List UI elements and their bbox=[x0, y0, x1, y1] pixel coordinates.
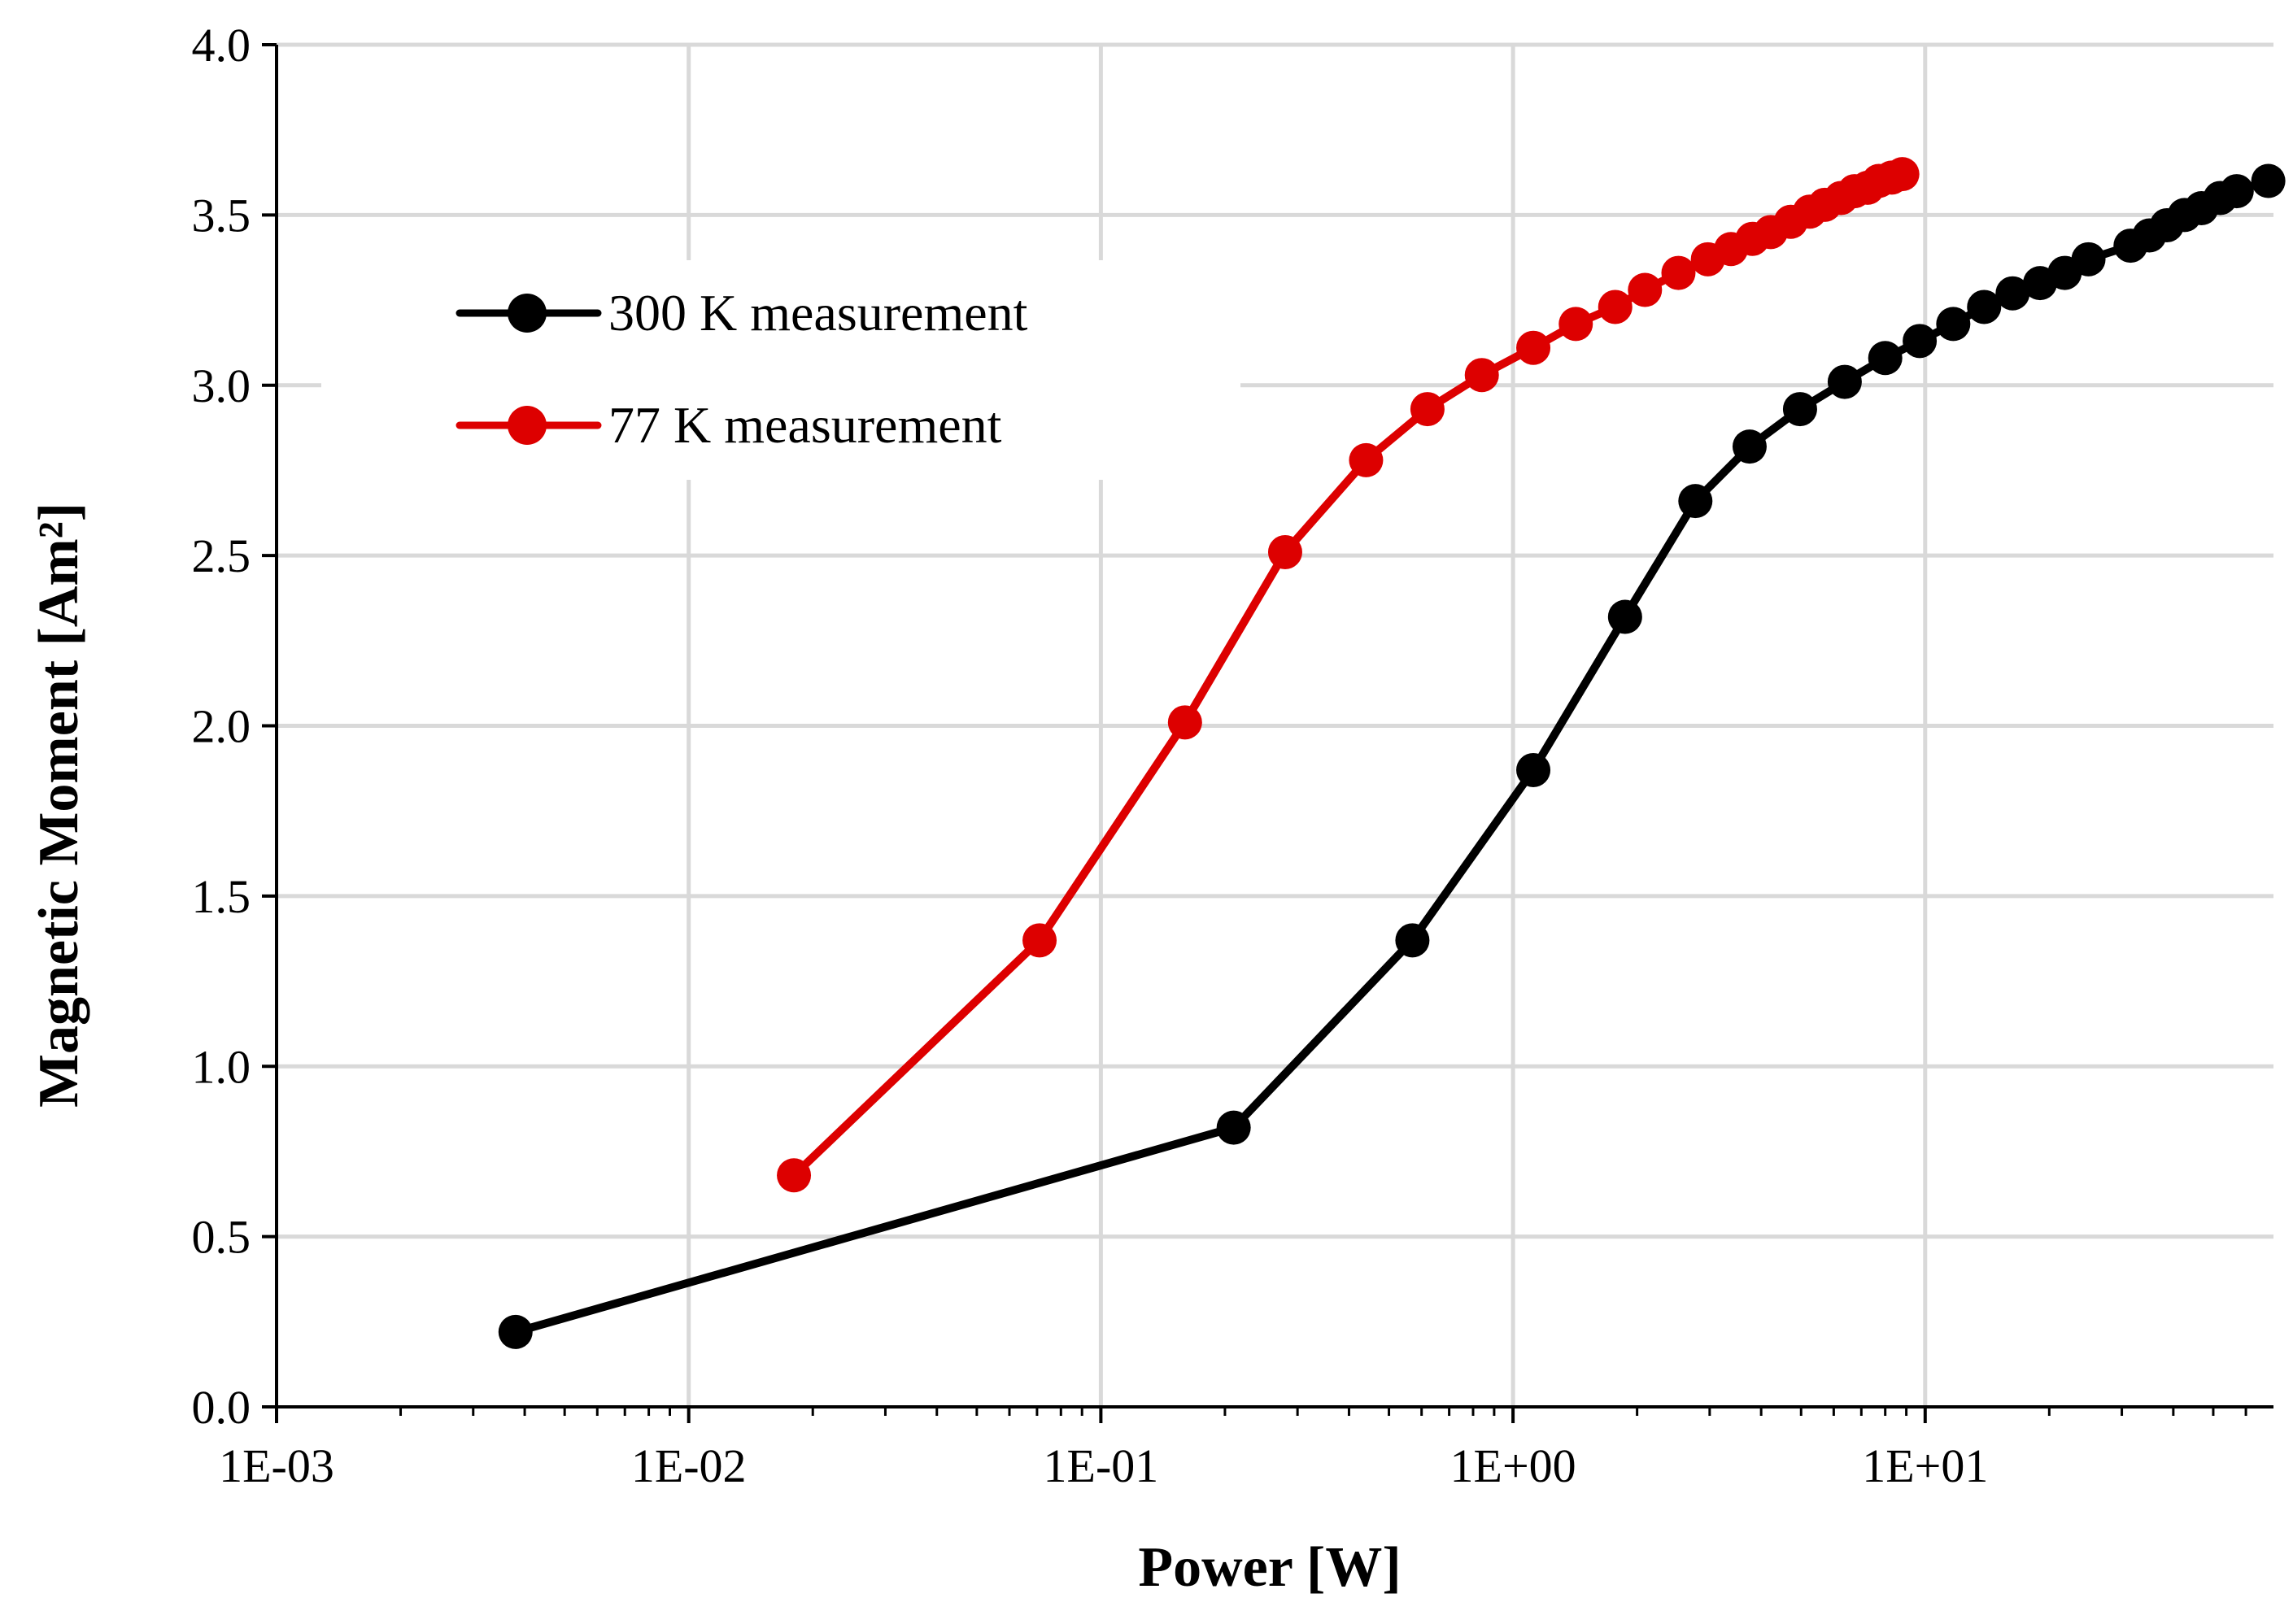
data-point-300k bbox=[1782, 392, 1817, 427]
y-axis-title: Magnetic Moment [Am²] bbox=[28, 503, 90, 1108]
data-point-300k bbox=[1995, 276, 2030, 311]
data-point-77k bbox=[1349, 442, 1384, 477]
data-point-300k bbox=[1967, 290, 2002, 324]
data-point-300k bbox=[1827, 364, 1862, 399]
data-point-300k bbox=[1732, 429, 1767, 464]
data-point-77k bbox=[1598, 290, 1633, 324]
y-tick-label: 3.0 bbox=[192, 359, 251, 412]
y-tick-label: 0.0 bbox=[192, 1381, 251, 1434]
data-point-77k bbox=[1661, 255, 1696, 290]
data-point-77k bbox=[1516, 330, 1551, 365]
data-point-77k bbox=[1167, 705, 1202, 740]
axes: 0.0 0.5 1.0 1.5 2.0 2.5 3.0 3.5 4.0 1E-03 1E-02 1E-… bbox=[192, 19, 2273, 1492]
x-tick-label: 1E+01 bbox=[1862, 1439, 1988, 1492]
legend-background bbox=[321, 260, 1240, 480]
data-point-77k bbox=[1558, 307, 1593, 342]
data-point-77k bbox=[1885, 157, 1920, 192]
data-point-77k bbox=[1267, 534, 1302, 569]
data-point-300k bbox=[498, 1314, 533, 1349]
data-point-300k bbox=[2219, 174, 2254, 209]
data-point-77k bbox=[777, 1158, 812, 1193]
legend-label-300k: 300 K measurement bbox=[608, 284, 1028, 342]
y-tick-label: 0.5 bbox=[192, 1211, 251, 1264]
x-tick-label: 1E-03 bbox=[219, 1439, 334, 1492]
y-tick-label: 2.5 bbox=[192, 529, 251, 582]
data-point-77k bbox=[1464, 358, 1499, 393]
data-point-77k bbox=[1410, 392, 1445, 427]
data-point-300k bbox=[2251, 163, 2286, 198]
data-point-300k bbox=[1678, 484, 1713, 519]
legend-marker-77k bbox=[508, 406, 547, 445]
y-tick-label: 4.0 bbox=[192, 19, 251, 72]
data-point-77k bbox=[1022, 923, 1057, 958]
data-point-300k bbox=[2071, 242, 2106, 276]
x-axis-title: Power [W] bbox=[1138, 1536, 1401, 1599]
y-tick-label: 1.0 bbox=[192, 1040, 251, 1093]
series-layer bbox=[498, 157, 2286, 1349]
y-tick-label: 2.0 bbox=[192, 700, 251, 753]
data-point-300k bbox=[1903, 324, 1938, 359]
data-point-77k bbox=[1628, 272, 1663, 307]
y-tick-label: 3.5 bbox=[192, 189, 251, 242]
x-tick-label: 1E+00 bbox=[1450, 1439, 1576, 1492]
data-point-300k bbox=[1516, 752, 1551, 787]
data-point-300k bbox=[1607, 599, 1642, 634]
data-point-300k bbox=[1216, 1110, 1251, 1145]
x-tick-label: 1E-02 bbox=[631, 1439, 747, 1492]
legend-marker-300k bbox=[508, 294, 547, 333]
legend: 300 K measurement 77 K measurement bbox=[321, 260, 1240, 480]
data-point-300k bbox=[1868, 341, 1903, 376]
x-tick-label: 1E-01 bbox=[1044, 1439, 1159, 1492]
legend-label-77k: 77 K measurement bbox=[608, 396, 1002, 454]
data-point-300k bbox=[1936, 307, 1971, 342]
y-tick-label: 1.5 bbox=[192, 870, 251, 923]
data-point-300k bbox=[1395, 923, 1430, 958]
